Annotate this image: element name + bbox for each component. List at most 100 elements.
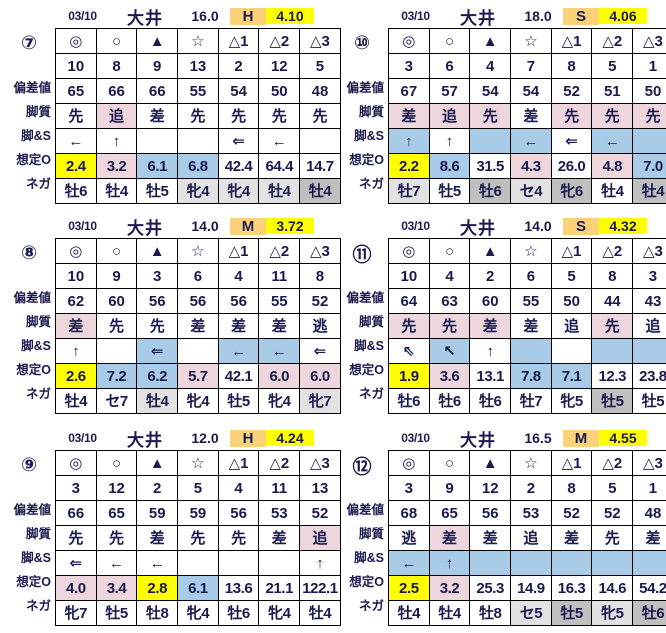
horse-number-cell: 6 xyxy=(428,53,471,79)
race-number: ⑦ xyxy=(20,32,38,54)
running-style-cell: 差 xyxy=(510,313,552,339)
race-number: ⑫ xyxy=(352,456,372,478)
ashi-s-cell: ↑ xyxy=(469,338,512,364)
deviation-row: 65 66 66 55 54 50 48 xyxy=(55,78,341,104)
deviation-cell: 55 xyxy=(258,288,301,314)
race-time-badge: 4.06 xyxy=(599,8,647,24)
nega-cell: 牝4 xyxy=(217,178,260,204)
horse-number-cell: 4 xyxy=(217,263,260,289)
horse-number-row: 3 9 12 2 8 5 1 xyxy=(388,475,666,501)
horse-number-cell: 4 xyxy=(469,53,512,79)
running-style-row: 差追先差先先先 xyxy=(388,103,666,129)
nega-cell: セ5 xyxy=(510,600,552,626)
running-style-cell: 逃 xyxy=(299,313,341,339)
race-card-2: 03/10大井18.0S4.06⑩--偏差値脚質脚&S想定Oネガ◎○▲☆△1△2… xyxy=(333,0,666,210)
row-label-estimated-odds-row: 想定O xyxy=(349,575,384,589)
horse-number-cell: 5 xyxy=(550,263,593,289)
mark-icon-3: ▲ xyxy=(469,450,512,476)
deviation-cell: 67 xyxy=(388,78,430,104)
race-time-badge: 4.32 xyxy=(599,218,647,234)
deviation-cell: 52 xyxy=(550,500,593,526)
deviation-cell: 66 xyxy=(136,78,179,104)
ashi-s-cell xyxy=(469,128,512,154)
nega-cell: 牝7 xyxy=(55,600,97,626)
horse-number-cell: 2 xyxy=(136,475,179,501)
running-style-cell: 差 xyxy=(388,103,430,129)
nega-cell: 牝4 xyxy=(258,600,301,626)
deviation-cell: 68 xyxy=(388,500,430,526)
ashi-s-cell: ⇖ xyxy=(388,338,430,364)
estimated-odds-row: 2.5 3.2 25.3 14.9 16.3 14.6 54.2 xyxy=(388,575,666,601)
row-label-estimated-odds-row: 想定O xyxy=(16,575,51,589)
deviation-cell: 59 xyxy=(177,500,219,526)
nega-cell: 牡4 xyxy=(95,178,138,204)
mark-icon-7: △3 xyxy=(632,28,666,54)
mark-icon-5: △1 xyxy=(217,28,260,54)
nega-cell: 牡4 xyxy=(591,178,634,204)
running-style-cell: 先 xyxy=(95,313,138,339)
row-label-ashi-s-row: 脚&S xyxy=(354,551,384,565)
ashi-s-cell xyxy=(217,550,260,576)
race-distance: 12.0 xyxy=(191,430,219,446)
ashi-s-row: ← ↑ xyxy=(388,550,666,576)
horse-number-cell: 3 xyxy=(55,475,97,501)
race-number: ⑧ xyxy=(20,242,38,264)
running-style-cell: 先 xyxy=(177,525,219,551)
running-style-cell: 差 xyxy=(136,103,179,129)
race-card-6: 03/10大井16.5M4.55⑫--偏差値脚質脚&S想定Oネガ◎○▲☆△1△2… xyxy=(333,422,666,633)
mark-icon-7: △3 xyxy=(632,450,666,476)
horse-number-cell: 10 xyxy=(55,53,97,79)
horse-number-cell: 6 xyxy=(177,263,219,289)
running-style-cell: 先 xyxy=(217,103,260,129)
estimated-odds-cell: 2.4 xyxy=(55,153,97,179)
estimated-odds-cell: 4.0 xyxy=(55,575,97,601)
race-data-table: ◎ ○ ▲ ☆ △1 △2 △3 10 9 3 6 4 11 8 62 60 56 56 56 55 52 差先先差差差逃… xyxy=(55,238,341,414)
estimated-odds-row: 2.6 7.2 6.2 5.7 42.1 6.0 6.0 xyxy=(55,363,341,389)
racecourse-name: 大井 xyxy=(460,218,496,238)
nega-cell: 牡5 xyxy=(632,388,666,414)
estimated-odds-cell: 26.0 xyxy=(550,153,593,179)
ashi-s-cell xyxy=(591,338,634,364)
horse-number-cell: 2 xyxy=(510,475,552,501)
race-header: 03/10 大井 16.5 M 4.55 xyxy=(388,426,666,450)
estimated-odds-cell: 42.1 xyxy=(217,363,260,389)
mark-icon-1: ◎ xyxy=(55,450,97,476)
row-label-ashi-s-row: 脚&S xyxy=(354,339,384,353)
running-style-cell: 先 xyxy=(550,103,593,129)
ashi-s-cell: ⇐ xyxy=(217,128,260,154)
estimated-odds-cell: 64.4 xyxy=(258,153,301,179)
nega-cell: 牡5 xyxy=(550,600,593,626)
race-class-badge: H xyxy=(230,7,266,25)
deviation-cell: 48 xyxy=(632,500,666,526)
horse-number-cell: 12 xyxy=(469,475,512,501)
mark-icon-6: △2 xyxy=(258,238,301,264)
horse-number-row: 10 4 2 6 5 8 3 xyxy=(388,263,666,289)
deviation-row: 66 65 59 59 56 53 52 xyxy=(55,500,341,526)
mark-icon-3: ▲ xyxy=(136,28,179,54)
ashi-s-cell xyxy=(177,338,219,364)
race-card-1: 03/10大井16.0H4.10⑦--偏差値脚質脚&S想定Oネガ◎○▲☆△1△2… xyxy=(0,0,341,210)
horse-number-cell: 1 xyxy=(632,475,666,501)
race-card-5: 03/10大井12.0H4.24⑨--偏差値脚質脚&S想定Oネガ◎○▲☆△1△2… xyxy=(0,422,341,633)
ashi-s-cell xyxy=(550,338,593,364)
mark-icon-6: △2 xyxy=(258,450,301,476)
horse-number-cell: 5 xyxy=(299,53,341,79)
estimated-odds-cell: 2.5 xyxy=(388,575,430,601)
mark-row: ◎ ○ ▲ ☆ △1 △2 △3 xyxy=(388,450,666,476)
running-style-cell: 先 xyxy=(469,103,512,129)
horse-number-cell: 11 xyxy=(258,263,301,289)
estimated-odds-cell: 6.8 xyxy=(177,153,219,179)
estimated-odds-cell: 25.3 xyxy=(469,575,512,601)
race-class-badge: S xyxy=(563,217,599,235)
ashi-s-cell: ← xyxy=(217,338,260,364)
mark-icon-4: ☆ xyxy=(510,238,552,264)
ashi-s-cell xyxy=(591,550,634,576)
deviation-cell: 43 xyxy=(632,288,666,314)
nega-cell: 牡4 xyxy=(299,600,341,626)
running-style-cell: 追 xyxy=(95,103,138,129)
ashi-s-cell: ↑ xyxy=(299,550,341,576)
running-style-cell: 追 xyxy=(550,313,593,339)
